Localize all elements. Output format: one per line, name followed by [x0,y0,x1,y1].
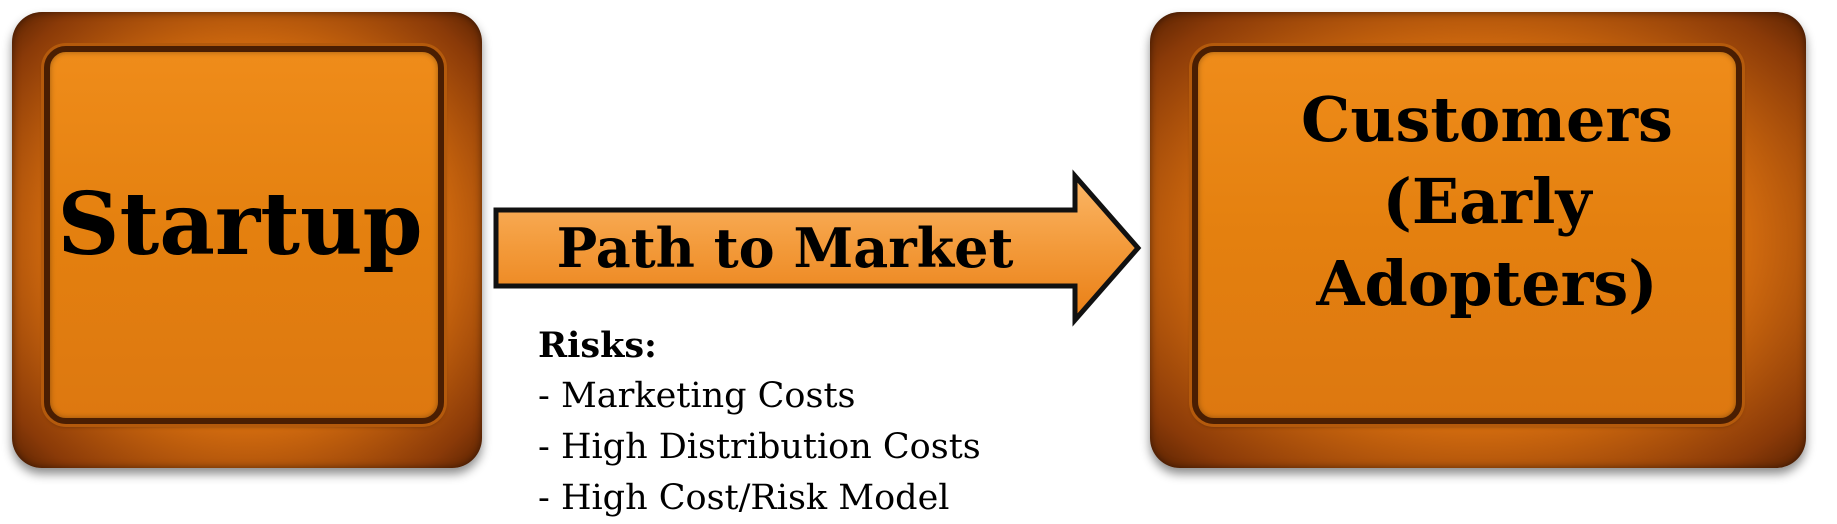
risk-item: - Marketing Costs [538,376,856,416]
risk-item: - High Distribution Costs [538,427,981,467]
customers-label-line2: (Early Adopters) [1316,165,1658,320]
customers-label: Customers (Early Adopters) [1238,79,1736,325]
customers-node: Customers (Early Adopters) [1192,46,1742,424]
path-to-market-arrow [493,169,1142,327]
startup-label: Startup [57,173,423,275]
risks-title: Risks: [538,325,657,366]
risk-item: - High Cost/Risk Model [538,478,950,518]
arrow-label: Path to Market [556,216,1014,280]
customers-label-line1: Customers [1301,83,1673,156]
arrow-shape [493,169,1142,327]
risks-list: Risks: - Marketing Costs - High Distribu… [538,320,981,524]
startup-node: Startup [44,46,444,424]
